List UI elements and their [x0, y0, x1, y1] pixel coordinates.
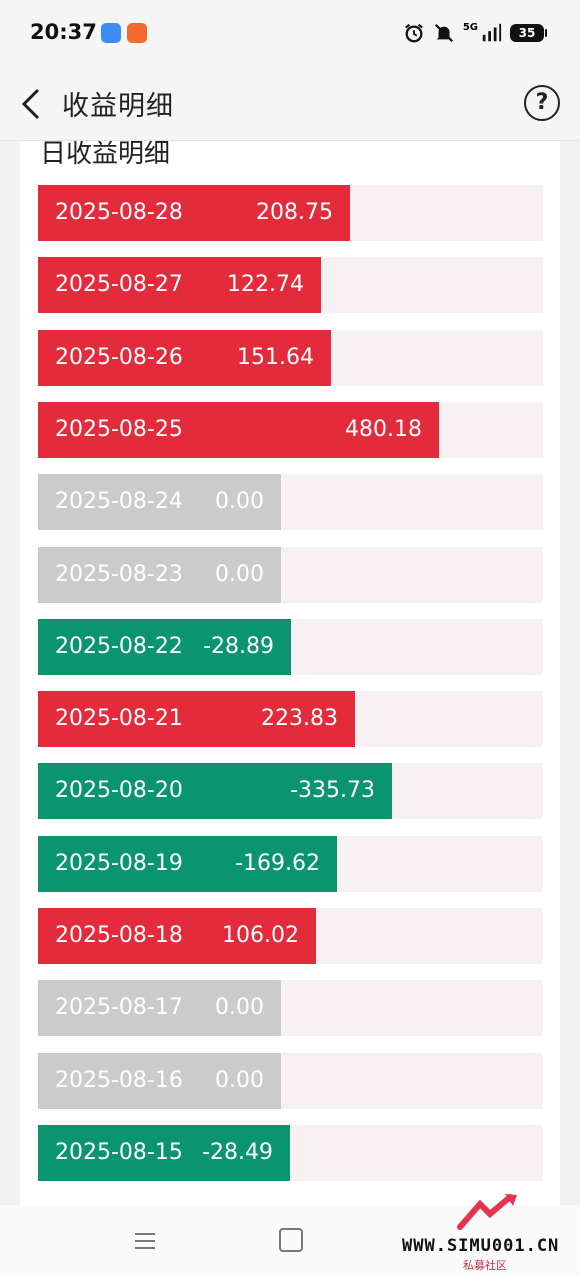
row-value: 480.18: [345, 417, 422, 442]
signal-icon: [482, 23, 502, 42]
income-row: 2025-08-27 122.74: [38, 257, 543, 313]
row-date: 2025-08-25: [55, 417, 183, 442]
income-bar: [38, 980, 281, 1036]
daily-income-card: 日收益明细 2025-08-28 208.75 2025-08-27 122.74 20…: [20, 141, 560, 1205]
app-notification-icon-2: [127, 23, 147, 43]
row-date: 2025-08-22: [55, 634, 183, 659]
section-title: 日收益明细: [40, 141, 171, 169]
income-row: 2025-08-17 0.00: [38, 980, 543, 1036]
row-date: 2025-08-21: [55, 706, 183, 731]
app-notification-icon: [101, 23, 121, 43]
income-bar: [38, 908, 316, 964]
status-time: 20:37: [30, 20, 97, 44]
income-row: 2025-08-23 0.00: [38, 547, 543, 603]
back-arrow-icon[interactable]: [18, 86, 46, 122]
battery-icon: 35: [510, 24, 547, 42]
income-bar: [38, 474, 281, 530]
income-bar: [38, 763, 392, 819]
row-date: 2025-08-28: [55, 200, 183, 225]
row-value: 106.02: [222, 923, 299, 948]
income-row: 2025-08-20 -335.73: [38, 763, 543, 819]
row-date: 2025-08-26: [55, 345, 183, 370]
row-value: 0.00: [215, 995, 264, 1020]
row-date: 2025-08-18: [55, 923, 183, 948]
row-value: 0.00: [215, 562, 264, 587]
help-icon[interactable]: ?: [524, 85, 560, 121]
income-row: 2025-08-22 -28.89: [38, 619, 543, 675]
watermark-text: WWW.SIMU001.CN: [402, 1236, 560, 1256]
page-title: 收益明细: [62, 91, 174, 122]
row-value: 122.74: [227, 272, 304, 297]
income-row: 2025-08-21 223.83: [38, 691, 543, 747]
row-value: 0.00: [215, 489, 264, 514]
income-row: 2025-08-18 106.02: [38, 908, 543, 964]
row-date: 2025-08-17: [55, 995, 183, 1020]
row-value: 0.00: [215, 1068, 264, 1093]
income-row: 2025-08-26 151.64: [38, 330, 543, 386]
income-bar: [38, 691, 355, 747]
row-value: 223.83: [261, 706, 338, 731]
row-value: -169.62: [235, 851, 320, 876]
row-date: 2025-08-16: [55, 1068, 183, 1093]
page-header: 收益明细 ?: [0, 70, 580, 141]
income-bar: [38, 1053, 281, 1109]
income-row: 2025-08-28 208.75: [38, 185, 543, 241]
row-date: 2025-08-24: [55, 489, 183, 514]
status-bar: 20:37 5G 35: [0, 0, 580, 70]
income-row: 2025-08-16 0.00: [38, 1053, 543, 1109]
row-value: -335.73: [290, 778, 375, 803]
row-value: -28.89: [203, 634, 274, 659]
income-row: 2025-08-24 0.00: [38, 474, 543, 530]
income-row: 2025-08-25 480.18: [38, 402, 543, 458]
system-nav-bar: [0, 1205, 580, 1276]
row-date: 2025-08-23: [55, 562, 183, 587]
income-bar: [38, 836, 337, 892]
menu-icon[interactable]: [133, 1231, 157, 1251]
income-bar: [38, 185, 350, 241]
mute-bell-icon: [434, 23, 453, 43]
home-square-icon[interactable]: [279, 1228, 303, 1252]
row-date: 2025-08-20: [55, 778, 183, 803]
income-row: 2025-08-15 -28.49: [38, 1125, 543, 1181]
income-bar: [38, 547, 281, 603]
income-row: 2025-08-19 -169.62: [38, 836, 543, 892]
row-date: 2025-08-19: [55, 851, 183, 876]
alarm-icon: [404, 23, 423, 43]
row-date: 2025-08-15: [55, 1140, 183, 1165]
income-bar: [38, 402, 439, 458]
row-date: 2025-08-27: [55, 272, 183, 297]
income-bar: [38, 257, 321, 313]
income-bar: [38, 619, 291, 675]
row-value: 208.75: [256, 200, 333, 225]
income-bar: [38, 1125, 290, 1181]
network-type: 5G: [462, 21, 478, 33]
watermark-logo-icon: [457, 1194, 517, 1230]
income-bar: [38, 330, 331, 386]
row-value: 151.64: [237, 345, 314, 370]
watermark-subtext: 私募社区: [463, 1259, 507, 1272]
row-value: -28.49: [202, 1140, 273, 1165]
